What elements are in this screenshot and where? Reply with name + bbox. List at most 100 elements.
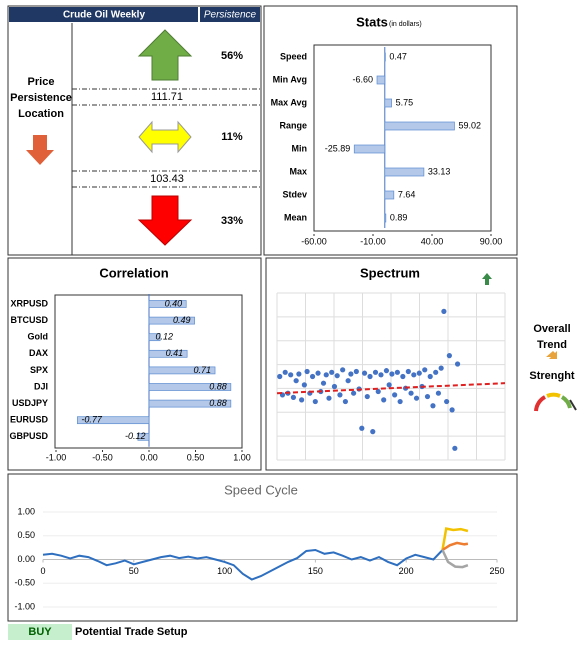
value-label: 0.47 [389, 51, 407, 61]
point [386, 382, 392, 388]
x-tick-label: -0.50 [92, 452, 113, 462]
x-tick-label: 90.00 [480, 236, 503, 246]
point [413, 395, 420, 401]
category-label: Speed [280, 51, 307, 61]
x-tick-label: 40.00 [421, 236, 444, 246]
correlation-panel [7, 257, 262, 471]
point [323, 372, 329, 378]
point [378, 372, 384, 378]
value-label: 0.41 [166, 348, 184, 358]
point [427, 373, 433, 380]
value-label: 0.89 [390, 212, 408, 222]
x-tick-label: 50 [129, 566, 139, 576]
point [444, 398, 450, 405]
bar [148, 349, 188, 358]
gauge-green [560, 395, 572, 409]
point [372, 369, 379, 375]
category-label: Max Avg [271, 97, 307, 107]
point [375, 388, 381, 395]
point [340, 367, 346, 373]
bar [148, 366, 216, 375]
point [326, 395, 332, 401]
chart-subtitle: (in dollars) [389, 21, 422, 28]
point [277, 373, 283, 380]
point [370, 429, 376, 435]
point [441, 308, 447, 314]
point [309, 373, 316, 380]
location-arrow [26, 135, 54, 165]
trend-title: Overall Trend [533, 323, 571, 351]
bar [148, 333, 161, 342]
category-label: Stdev [282, 189, 307, 199]
point [446, 353, 452, 359]
x-tick-label: -1.00 [46, 452, 67, 462]
point [353, 368, 359, 375]
header-bar [9, 7, 198, 22]
persistence-panel [7, 5, 262, 256]
series-line [441, 527, 469, 551]
x-tick-label: 1.00 [233, 452, 251, 462]
bar [384, 167, 425, 177]
bar [384, 98, 392, 108]
category-label: Range [279, 120, 307, 130]
point [394, 369, 400, 375]
footer-label: Potential Trade Setup [75, 626, 188, 638]
point [381, 397, 387, 403]
category-label: DAX [29, 348, 48, 358]
point [389, 371, 395, 377]
category-label: Mean [284, 212, 307, 222]
category-label: USDJPY [12, 398, 48, 408]
signal: BUY [28, 626, 52, 638]
persistence-tag: Persistence [204, 10, 257, 21]
point [438, 365, 444, 371]
point [383, 368, 390, 374]
value-label: 0.71 [193, 365, 211, 375]
point [331, 383, 338, 390]
point [342, 398, 348, 405]
value-label: 59.02 [458, 120, 481, 130]
value-label: 0.12 [155, 332, 173, 342]
point [320, 380, 327, 386]
bar [148, 316, 195, 325]
point [312, 398, 318, 405]
location-label: Price Persistence Location [10, 76, 72, 120]
point [424, 393, 431, 400]
point [400, 373, 406, 380]
x-tick-label: 200 [399, 566, 414, 576]
value-label: -0.12 [125, 431, 146, 441]
point [348, 371, 354, 377]
category-label: Min Avg [273, 74, 307, 84]
value-label: 33.13 [428, 166, 451, 176]
point [411, 372, 417, 378]
series-line [42, 548, 444, 581]
bar [353, 144, 386, 154]
point [288, 372, 294, 378]
percent: 33% [221, 215, 243, 227]
speed-panel [7, 473, 518, 622]
signal-box [8, 624, 72, 640]
x-tick-label: 100 [217, 566, 232, 576]
spectrum-icon [482, 273, 492, 285]
point [392, 392, 398, 398]
y-tick-label: 1.00 [17, 506, 35, 516]
gauge-yellow [546, 392, 561, 398]
point [359, 425, 365, 431]
point [296, 371, 302, 377]
bar [148, 300, 187, 308]
category-label: EURUSD [10, 415, 49, 425]
value-label: -25.89 [325, 143, 351, 153]
point [304, 368, 310, 375]
point [433, 369, 439, 375]
value-label: 0.88 [209, 398, 227, 408]
point [422, 367, 428, 373]
value-label: 0.88 [209, 381, 227, 391]
x-tick-label: 0 [40, 566, 45, 576]
point [408, 390, 414, 396]
chart-title: Speed Cycle [224, 482, 298, 497]
value-label: 5.75 [396, 97, 414, 107]
series-line [441, 549, 469, 569]
y-tick-label: 0.00 [17, 554, 35, 564]
category-label: XRPUSD [10, 298, 48, 308]
side-arrow [138, 120, 192, 154]
